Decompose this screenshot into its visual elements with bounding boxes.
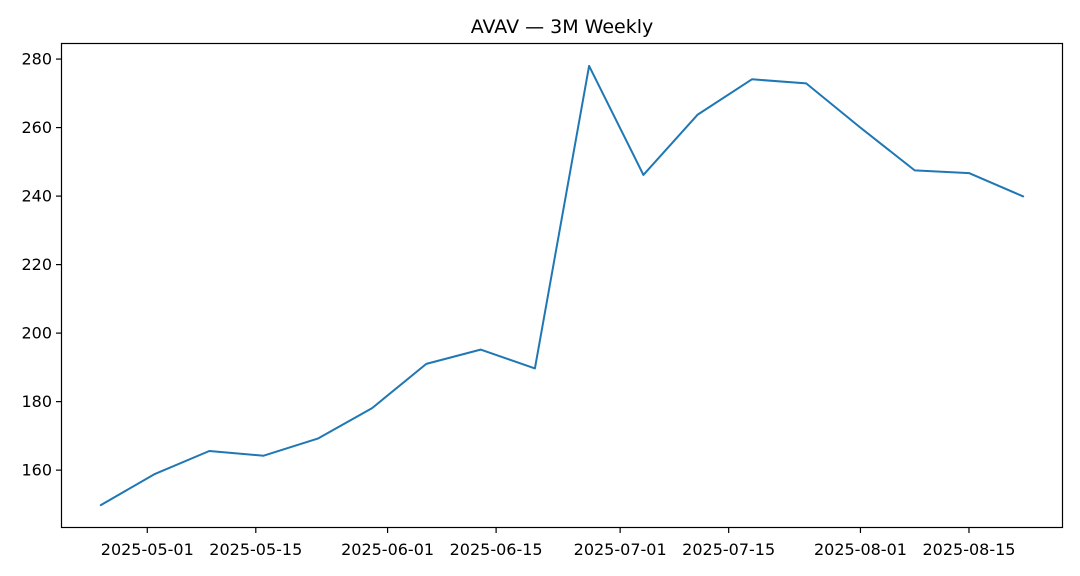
data-point (205, 447, 213, 455)
data-point (531, 364, 539, 372)
x-tick-label: 2025-06-15 (450, 540, 543, 559)
data-point (639, 171, 647, 179)
data-point (314, 435, 322, 443)
x-tick-label: 2025-05-01 (101, 540, 194, 559)
series-layer (97, 62, 1027, 509)
data-point (585, 62, 593, 70)
data-point (911, 166, 919, 174)
x-tick-label: 2025-05-15 (209, 540, 302, 559)
data-point (151, 470, 159, 478)
data-point (477, 346, 485, 354)
y-axis: 160 180 200 220 240 260 280 (21, 50, 62, 480)
y-tick-label: 260 (21, 118, 52, 137)
plot-area-frame (60, 42, 1064, 529)
y-tick-label: 200 (21, 324, 52, 343)
data-point (422, 360, 430, 368)
chart-title: AVAV — 3M Weekly (471, 16, 654, 38)
y-tick-label: 160 (21, 461, 52, 480)
x-tick-label: 2025-06-01 (341, 540, 434, 559)
y-tick-label: 180 (21, 392, 52, 411)
y-tick-label: 280 (21, 50, 52, 69)
x-tick-label: 2025-08-01 (814, 540, 907, 559)
series-line-0 (99, 64, 1025, 507)
y-tick-label: 240 (21, 187, 52, 206)
y-tick-label: 220 (21, 255, 52, 274)
data-point (856, 124, 864, 132)
data-point (965, 169, 973, 177)
x-tick-label: 2025-07-01 (574, 540, 667, 559)
data-point (368, 404, 376, 412)
data-point (1019, 192, 1027, 200)
x-axis: 2025-05-01 2025-05-15 2025-06-01 2025-06-15… (101, 527, 1015, 559)
data-point (802, 79, 810, 87)
data-point (748, 75, 756, 83)
data-point (97, 501, 105, 509)
x-tick-label: 2025-08-15 (922, 540, 1015, 559)
data-point (694, 111, 702, 119)
x-tick-label: 2025-07-15 (682, 540, 775, 559)
data-point (260, 452, 268, 460)
